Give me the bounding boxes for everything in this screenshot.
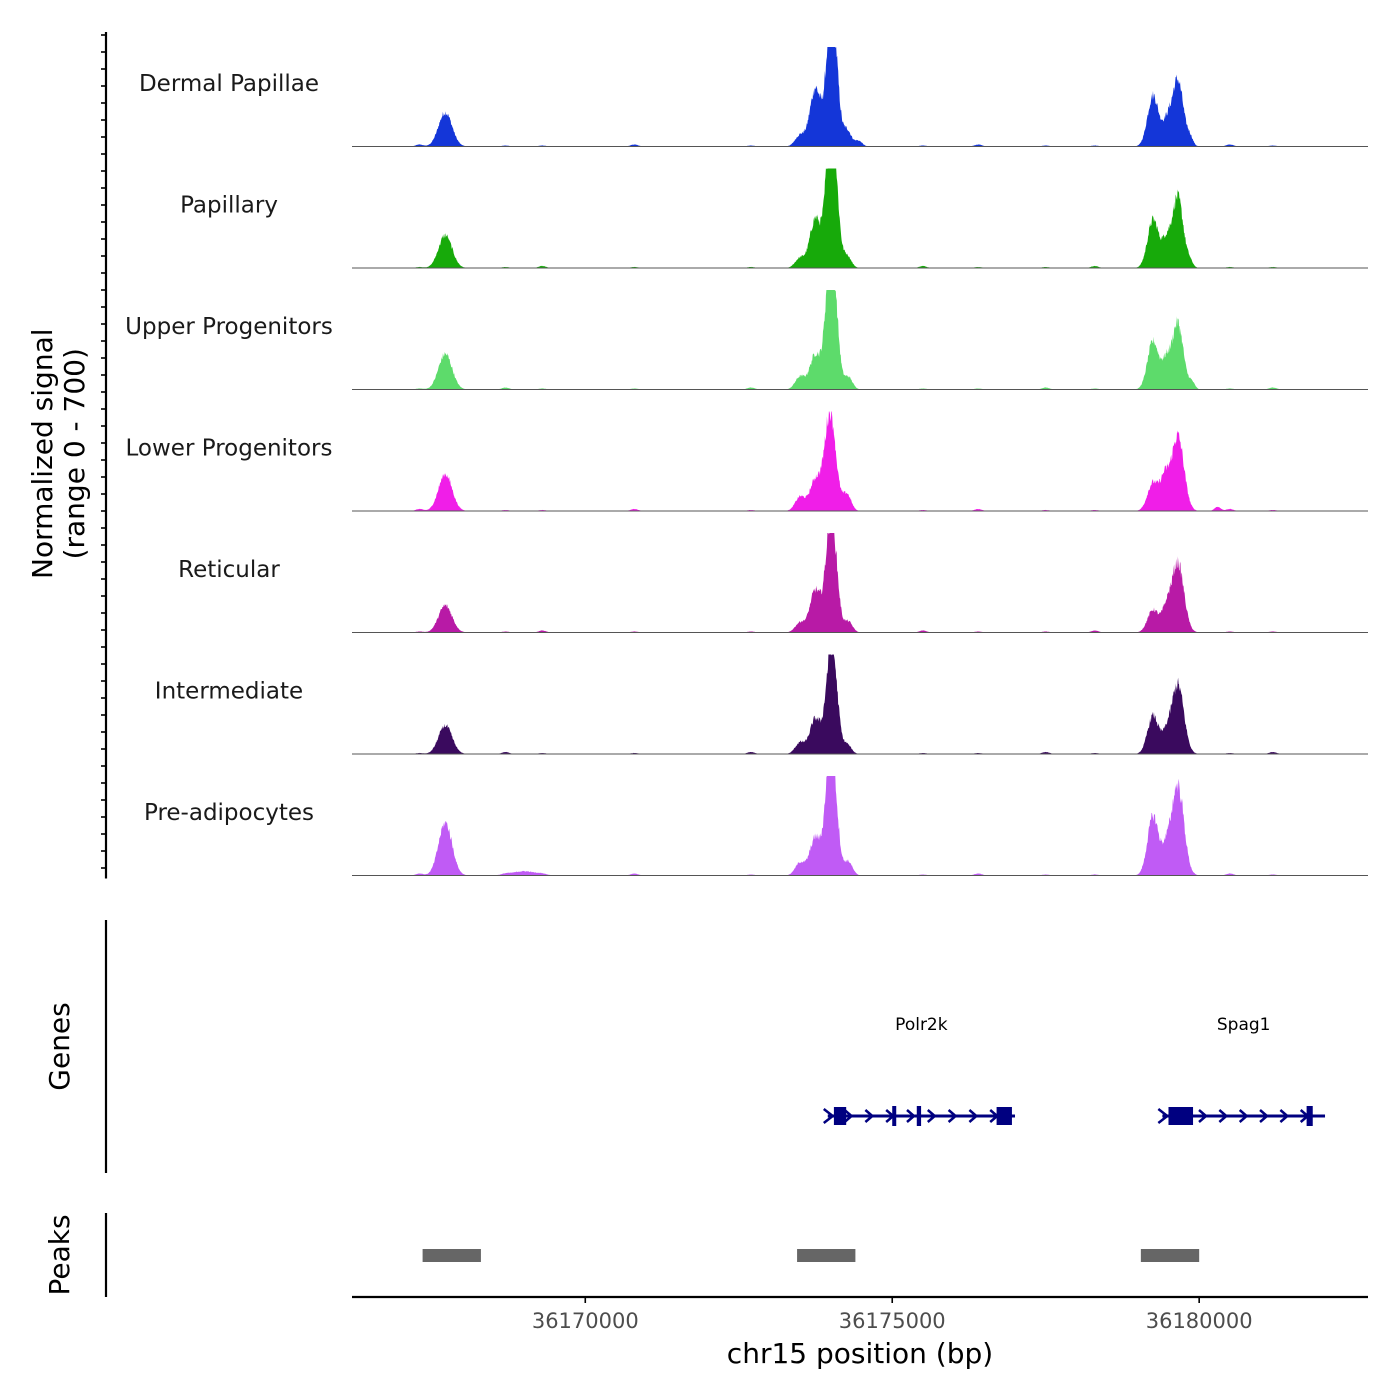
strand-arrow (1157, 1108, 1170, 1124)
signal-area (352, 533, 1368, 633)
signal-area (352, 290, 1368, 390)
x-tick-label: 36170000 (532, 1309, 639, 1333)
exon-block (1168, 1107, 1194, 1125)
strand-arrow (1279, 1109, 1290, 1123)
signal-track: Pre-adipocytes (144, 776, 1368, 876)
y-axis-title: Normalized signal(range 0 - 700) (26, 328, 91, 579)
x-tick-label: 36180000 (1146, 1309, 1253, 1333)
signal-area (352, 168, 1368, 268)
signal-track: Lower Progenitors (126, 411, 1368, 512)
y-axis-title-line: Normalized signal (26, 328, 59, 579)
exon-block (1306, 1106, 1313, 1126)
peak-region (422, 1249, 481, 1262)
genes-panel: Genes Polr2k Spag1 (43, 920, 1326, 1173)
signal-track: Papillary (180, 168, 1368, 269)
signal-track: Upper Progenitors (125, 290, 1368, 390)
gene-model: Polr2k (823, 1015, 1016, 1126)
x-axis: 36170000 36175000 36180000 chr15 position (… (352, 1295, 1368, 1370)
strand-arrow (906, 1109, 916, 1123)
x-axis-title: chr15 position (bp) (727, 1337, 993, 1370)
x-tick-label: 36175000 (839, 1309, 946, 1333)
exon-block (916, 1106, 922, 1126)
strand-arrow (1198, 1109, 1208, 1123)
signal-track: Dermal Papillae (139, 47, 1368, 147)
strand-arrow (823, 1108, 835, 1124)
signal-area (352, 654, 1368, 754)
signal-panel: Dermal Papillae Papillary Upper Progenitor… (26, 32, 1368, 879)
gene-label: Spag1 (1217, 1015, 1271, 1035)
strand-arrow (1238, 1109, 1249, 1123)
track-label: Lower Progenitors (126, 436, 333, 462)
peak-region (1140, 1249, 1200, 1262)
genes-title: Genes (43, 1002, 76, 1090)
strand-arrow (1259, 1109, 1269, 1123)
gene-model: Spag1 (1157, 1015, 1326, 1126)
track-label: Pre-adipocytes (144, 800, 314, 826)
strand-arrow (926, 1109, 937, 1123)
track-label: Intermediate (155, 679, 303, 705)
gene-label: Polr2k (895, 1015, 948, 1035)
exon-block (892, 1106, 897, 1126)
signal-area (352, 776, 1368, 876)
strand-arrow (947, 1109, 958, 1123)
track-label: Reticular (178, 557, 280, 583)
track-label: Papillary (180, 193, 278, 219)
exon-block (833, 1107, 847, 1125)
track-label: Upper Progenitors (125, 314, 333, 340)
signal-area (352, 47, 1368, 147)
peaks-panel: Peaks (43, 1213, 1200, 1297)
strand-arrow (864, 1109, 875, 1123)
track-label: Dermal Papillae (139, 71, 319, 97)
signal-track: Reticular (178, 533, 1368, 633)
peak-region (797, 1249, 856, 1262)
exon-block (996, 1107, 1012, 1125)
strand-arrow (843, 1109, 854, 1123)
signal-track: Intermediate (155, 654, 1368, 755)
y-axis-title-line: (range 0 - 700) (58, 348, 91, 559)
strand-arrow (1218, 1109, 1229, 1123)
peaks-title: Peaks (43, 1214, 76, 1295)
signal-area (352, 411, 1368, 511)
strand-arrow (968, 1109, 979, 1123)
